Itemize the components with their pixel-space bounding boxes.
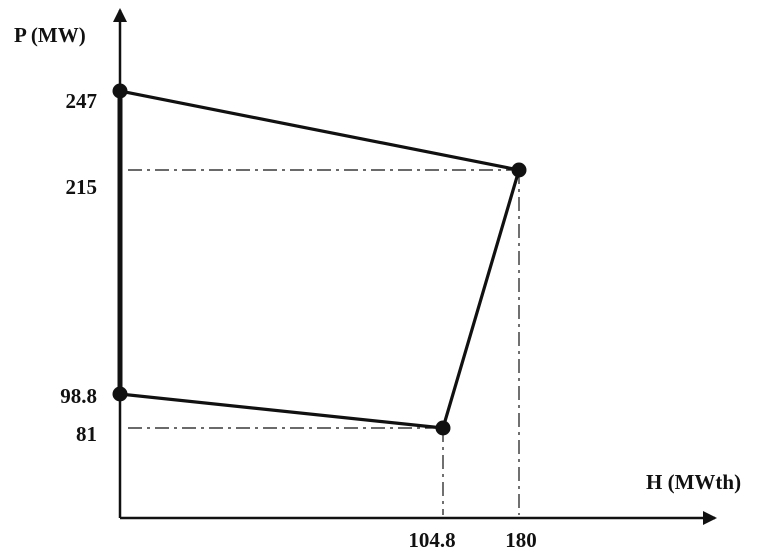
y-tick-label-247: 247 xyxy=(66,89,98,113)
corner-point-0-98.8 xyxy=(112,386,128,402)
y-tick-label-98.8: 98.8 xyxy=(60,384,97,408)
corner-point-0-247 xyxy=(112,83,128,99)
x-axis-label: H (MWth) xyxy=(646,470,741,494)
corner-point-180-215 xyxy=(511,162,527,178)
y-tick-label-81: 81 xyxy=(76,422,97,446)
region-edge-3 xyxy=(118,392,445,430)
region-edge-2 xyxy=(441,168,521,430)
y-tick-label-215: 215 xyxy=(66,175,98,199)
x-tick-label-104.8: 104.8 xyxy=(408,528,455,552)
x-tick-label-180: 180 xyxy=(505,528,537,552)
y-axis-label: P (MW) xyxy=(14,23,86,47)
region-edge-1 xyxy=(118,89,521,172)
corner-point-104.8-81 xyxy=(435,420,451,436)
